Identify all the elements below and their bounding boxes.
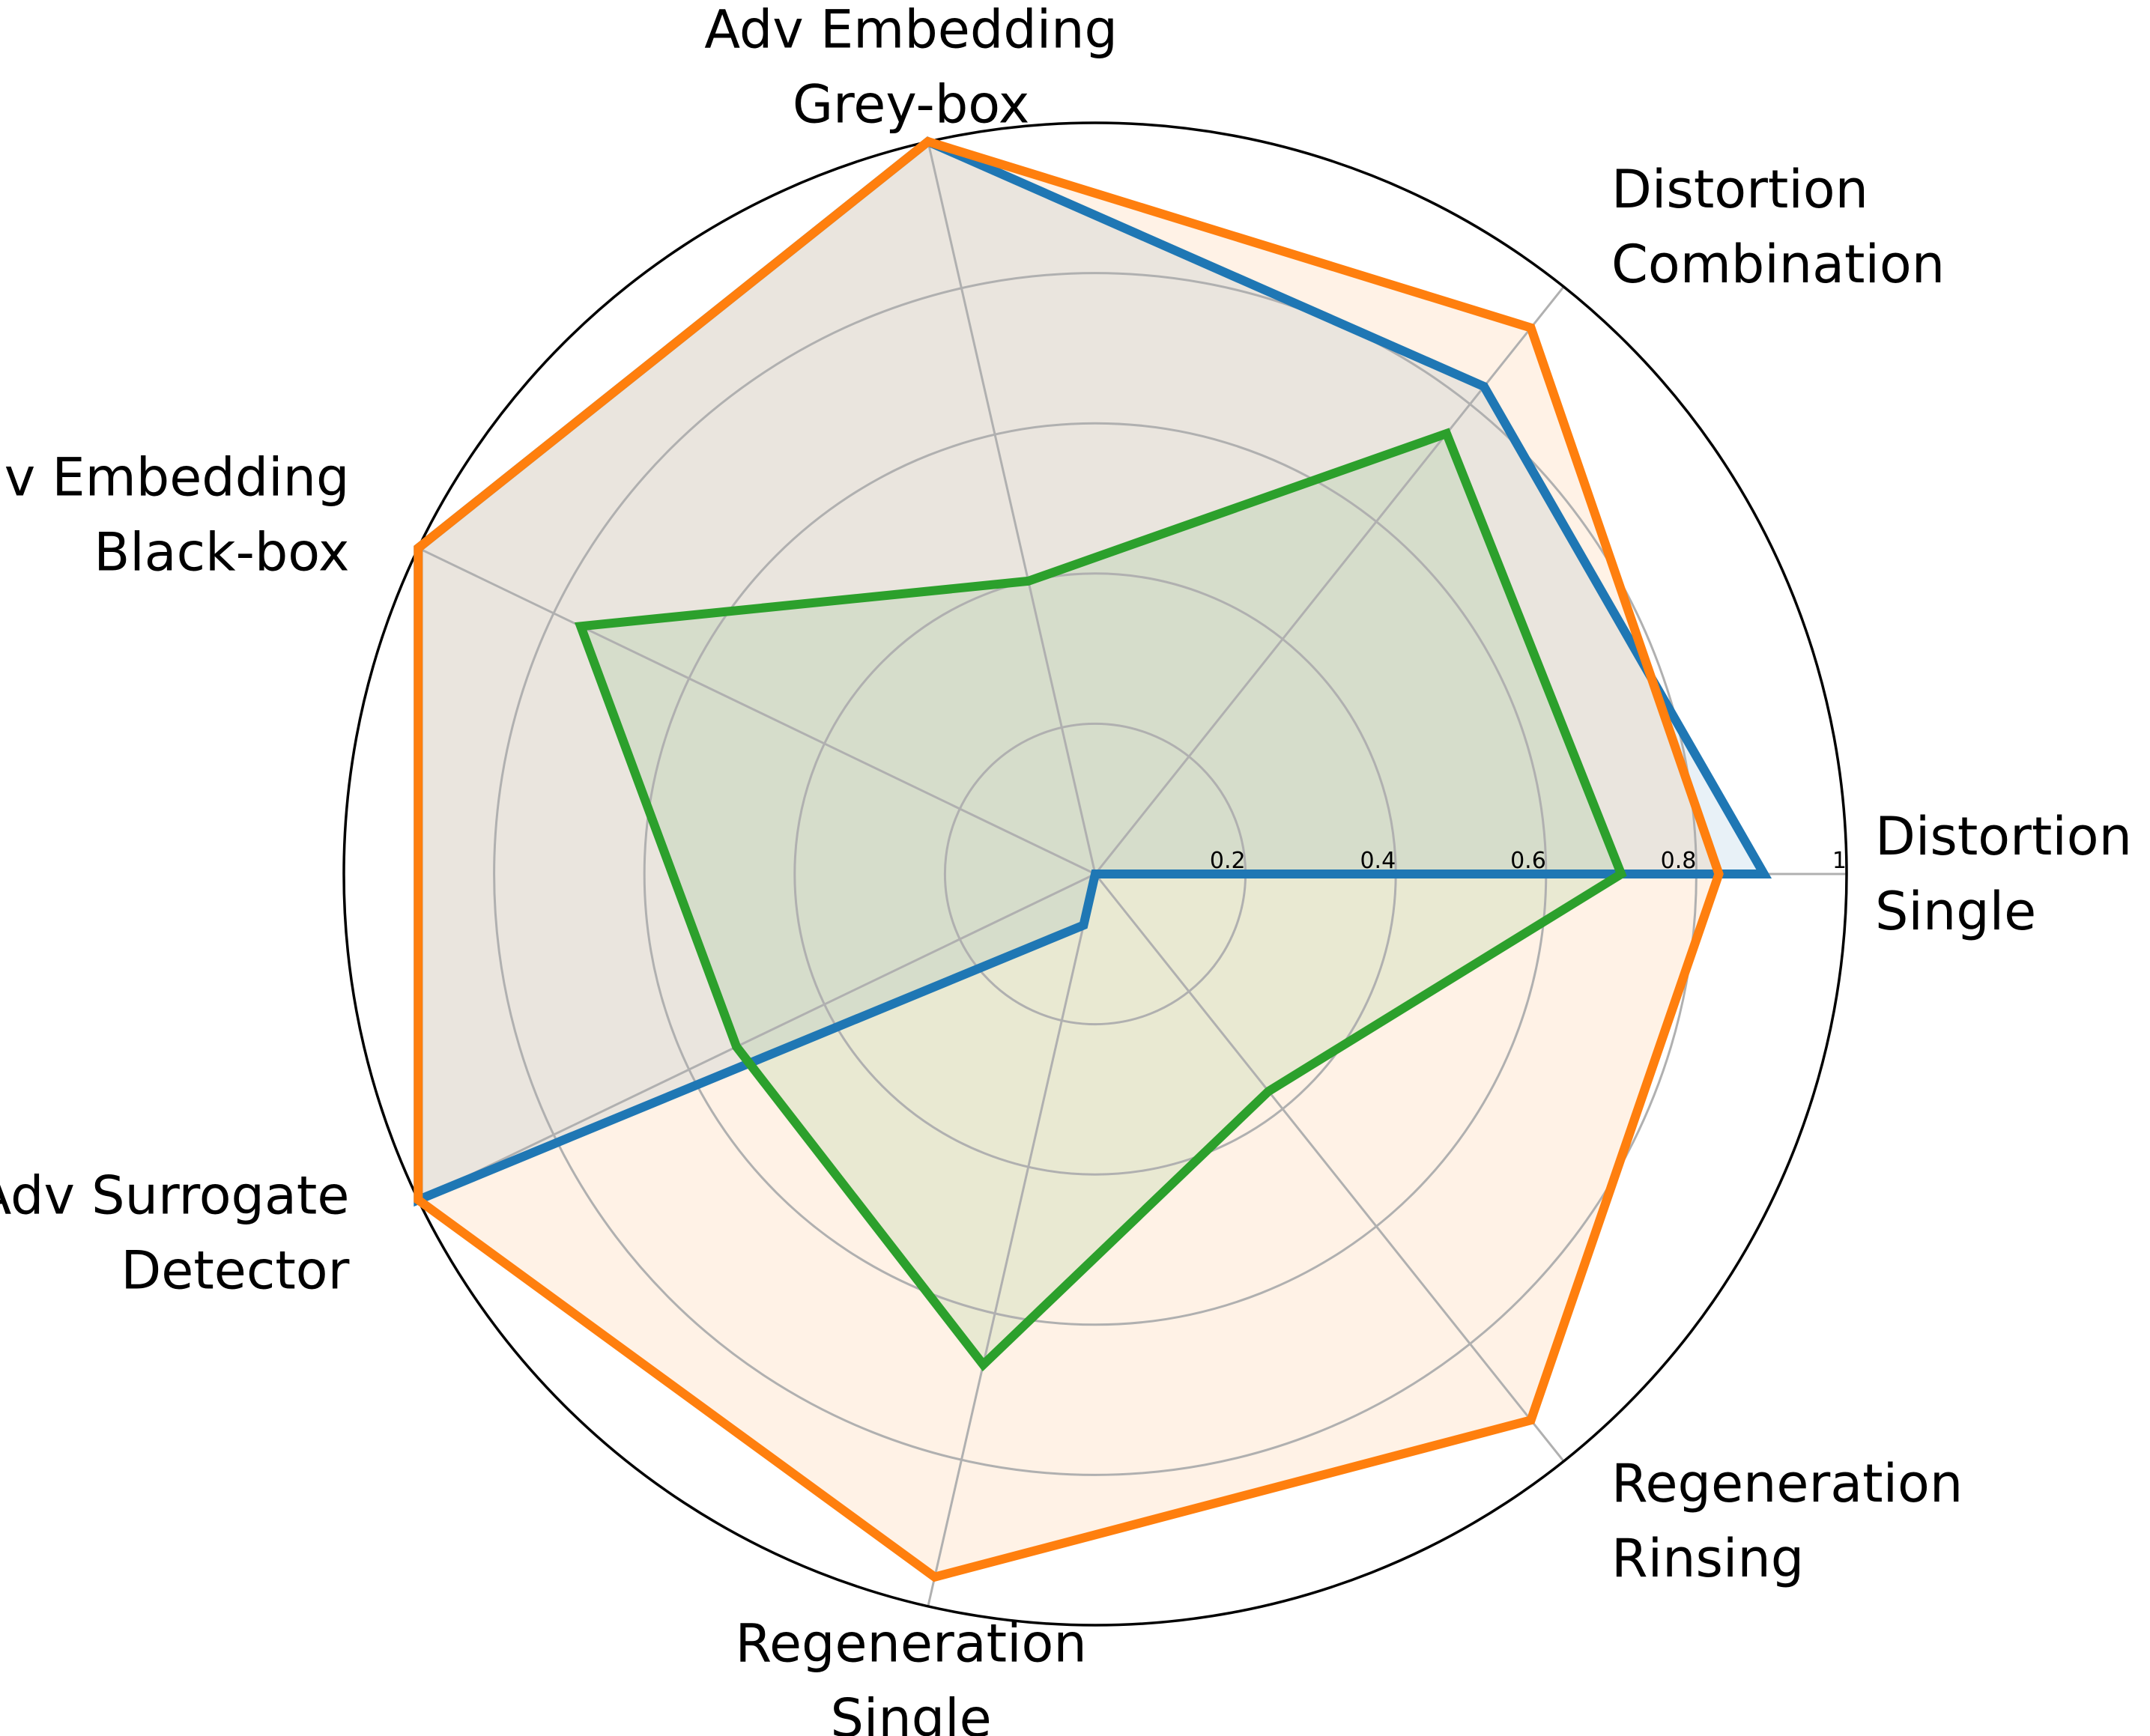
axis-label-5-line-2: Detector <box>121 1239 349 1301</box>
axis-label-2: Distortion Combination <box>1611 159 1945 295</box>
axis-label-3: Adv Embedding Grey-box <box>704 0 1118 136</box>
axis-label-3-line-2: Grey-box <box>793 74 1030 136</box>
axis-label-6-line-1: Regeneration <box>735 1612 1086 1674</box>
series-3-fill <box>581 433 1622 1365</box>
axis-label-5: Adv Surrogate Detector <box>0 1165 350 1301</box>
series-2-line <box>414 136 1724 1582</box>
spoke-4 <box>417 547 1096 875</box>
axis-label-2-line-1: Distortion <box>1611 159 1868 220</box>
spoke-5 <box>417 872 1096 1201</box>
axis-label-4-line-2: Black-box <box>94 522 349 583</box>
tick-label-1: 0.2 <box>1210 848 1246 874</box>
axis-label-4-line-1: Adv Embedding <box>0 447 349 509</box>
axis-label-4: Adv Embedding Black-box <box>0 447 349 583</box>
series-3-line <box>574 428 1627 1372</box>
axis-label-5-line-1: Adv Surrogate <box>0 1165 349 1226</box>
outer-frame <box>342 121 1848 1627</box>
axis-label-1-line-2: Single <box>1875 881 2036 942</box>
series-1-fill <box>418 142 1764 1201</box>
spoke-6 <box>927 873 1097 1607</box>
axis-label-7-line-1: Regeneration <box>1611 1453 1963 1514</box>
spoke-3 <box>927 141 1097 875</box>
tick-label-4: 0.8 <box>1661 848 1697 874</box>
axis-label-7: Regeneration Rinsing <box>1611 1453 1963 1589</box>
spoke-7 <box>1094 873 1565 1463</box>
series-lines <box>414 136 1772 1582</box>
tick-label-2: 0.4 <box>1360 848 1396 874</box>
axis-label-3-line-1: Adv Embedding <box>704 0 1118 61</box>
radial-tick-labels: 0.2 0.4 0.6 0.8 1 <box>1210 848 1847 874</box>
axis-label-6: Regeneration Single <box>735 1612 1086 1736</box>
axis-label-1-line-1: Distortion <box>1875 806 2132 867</box>
axis-label-1: Distortion Single <box>1875 806 2132 942</box>
axis-label-6-line-2: Single <box>830 1687 991 1736</box>
tick-label-3: 0.6 <box>1510 848 1546 874</box>
axis-label-2-line-2: Combination <box>1611 234 1945 295</box>
tick-label-5: 1 <box>1832 848 1847 874</box>
axis-label-7-line-2: Rinsing <box>1611 1528 1804 1589</box>
